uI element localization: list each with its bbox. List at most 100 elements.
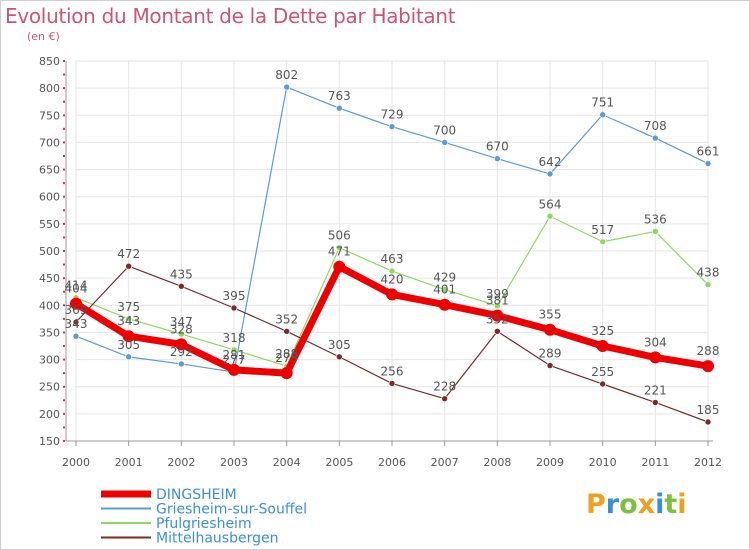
data-label-dingsheim: 281 bbox=[223, 348, 246, 362]
data-label-pfulgriesheim: 318 bbox=[223, 331, 246, 345]
data-label-griesheim-sur-souffel: 661 bbox=[697, 145, 720, 159]
data-point-griesheim-sur-souffel bbox=[283, 83, 290, 91]
data-point-dingsheim bbox=[386, 288, 398, 301]
axis-layer: 150 200 250 300 350 400 450 500 550 600 650 700 750 8… bbox=[39, 55, 722, 469]
data-point-mittelhausbergen bbox=[441, 395, 448, 402]
data-label-griesheim-sur-souffel: 670 bbox=[486, 140, 509, 154]
data-label-griesheim-sur-souffel: 751 bbox=[591, 96, 614, 110]
x-tick-label: 2002 bbox=[167, 456, 195, 469]
data-point-griesheim-sur-souffel bbox=[125, 353, 132, 361]
y-minor-tick bbox=[63, 317, 65, 320]
logo-letter: i bbox=[677, 489, 687, 520]
y-tick-label: 400 bbox=[39, 299, 60, 312]
data-label-mittelhausbergen: 255 bbox=[591, 365, 614, 379]
data-label-griesheim-sur-souffel: 305 bbox=[117, 338, 140, 352]
y-minor-tick bbox=[63, 385, 65, 388]
data-label-griesheim-sur-souffel: 708 bbox=[644, 119, 667, 133]
y-minor-tick bbox=[63, 222, 65, 225]
data-label-pfulgriesheim: 517 bbox=[591, 223, 614, 237]
data-label-mittelhausbergen: 256 bbox=[381, 364, 404, 378]
y-minor-tick bbox=[63, 236, 65, 239]
data-label-griesheim-sur-souffel: 763 bbox=[328, 89, 351, 103]
data-label-griesheim-sur-souffel: 700 bbox=[433, 123, 456, 137]
data-label-griesheim-sur-souffel: 277 bbox=[223, 353, 246, 367]
y-minor-tick bbox=[63, 141, 65, 144]
data-point-mittelhausbergen bbox=[336, 353, 343, 361]
data-point-mittelhausbergen bbox=[704, 418, 712, 426]
data-label-pfulgriesheim: 463 bbox=[381, 252, 404, 266]
data-point-griesheim-sur-souffel bbox=[336, 104, 343, 112]
data-point-dingsheim bbox=[280, 367, 293, 380]
logo-letter: i bbox=[655, 489, 665, 520]
legend: DINGSHEIMGriesheim-sur-SouffelPfulgriesh… bbox=[101, 487, 307, 547]
x-tick-label: 2003 bbox=[220, 456, 248, 469]
grid-layer bbox=[75, 60, 709, 442]
y-minor-tick bbox=[63, 290, 65, 293]
y-tick-label: 850 bbox=[39, 55, 60, 68]
data-label-mittelhausbergen: 185 bbox=[697, 403, 720, 417]
y-minor-tick bbox=[63, 114, 65, 117]
data-point-dingsheim bbox=[649, 351, 662, 364]
value-label-layer: 343 305 292 277 802 763 729 700 670 642 751 708 661 4… bbox=[65, 68, 720, 417]
x-tick-label: 2000 bbox=[62, 456, 90, 469]
data-label-pfulgriesheim: 438 bbox=[697, 266, 720, 280]
logo-letter: P bbox=[586, 489, 606, 520]
data-label-dingsheim: 325 bbox=[591, 324, 614, 338]
data-point-dingsheim bbox=[70, 297, 82, 310]
data-point-griesheim-sur-souffel bbox=[178, 360, 185, 368]
y-minor-tick bbox=[63, 358, 65, 361]
data-point-mittelhausbergen bbox=[72, 318, 80, 326]
data-point-pfulgriesheim bbox=[336, 244, 343, 252]
y-minor-tick bbox=[63, 345, 65, 347]
data-point-pfulgriesheim bbox=[652, 228, 659, 235]
data-label-mittelhausbergen: 369 bbox=[65, 303, 88, 317]
y-minor-tick bbox=[63, 399, 65, 402]
data-point-dingsheim bbox=[175, 338, 188, 351]
data-label-mittelhausbergen: 352 bbox=[275, 312, 298, 326]
data-label-mittelhausbergen: 472 bbox=[117, 247, 140, 261]
y-minor-tick bbox=[63, 168, 65, 171]
chart-title: Evolution du Montant de la Dette par Hab… bbox=[5, 4, 456, 28]
y-tick-label: 550 bbox=[39, 218, 60, 231]
data-point-dingsheim bbox=[438, 298, 451, 311]
data-label-dingsheim: 404 bbox=[65, 282, 88, 296]
data-point-griesheim-sur-souffel bbox=[599, 111, 606, 119]
y-tick-label: 300 bbox=[39, 354, 60, 367]
data-point-mittelhausbergen bbox=[388, 380, 396, 387]
data-label-dingsheim: 288 bbox=[697, 344, 720, 358]
data-label-dingsheim: 343 bbox=[117, 314, 140, 328]
data-point-pfulgriesheim bbox=[599, 238, 606, 246]
data-point-dingsheim bbox=[122, 330, 135, 343]
x-tick-label: 2011 bbox=[641, 456, 669, 469]
x-tick-label: 2007 bbox=[431, 456, 459, 469]
data-point-pfulgriesheim bbox=[441, 286, 448, 293]
data-label-mittelhausbergen: 305 bbox=[328, 338, 351, 352]
data-label-dingsheim: 401 bbox=[433, 283, 456, 297]
data-point-mittelhausbergen bbox=[494, 328, 501, 335]
data-label-dingsheim: 275 bbox=[275, 351, 298, 365]
data-point-griesheim-sur-souffel bbox=[388, 123, 396, 130]
x-tick-label: 2006 bbox=[378, 456, 406, 469]
data-label-mittelhausbergen: 221 bbox=[644, 383, 667, 397]
data-point-dingsheim bbox=[544, 323, 556, 336]
y-tick-label: 200 bbox=[39, 408, 60, 421]
y-minor-tick bbox=[63, 426, 65, 429]
y-minor-tick bbox=[63, 209, 65, 212]
y-minor-tick bbox=[63, 182, 65, 185]
data-point-griesheim-sur-souffel bbox=[72, 332, 80, 340]
y-tick-label: 350 bbox=[39, 326, 60, 339]
data-label-pfulgriesheim: 564 bbox=[539, 197, 562, 211]
x-tick-label: 2012 bbox=[694, 456, 722, 469]
data-label-dingsheim: 328 bbox=[170, 322, 193, 336]
data-label-griesheim-sur-souffel: 642 bbox=[539, 155, 562, 169]
data-label-griesheim-sur-souffel: 802 bbox=[275, 68, 298, 82]
data-point-pfulgriesheim bbox=[178, 330, 185, 338]
y-minor-tick bbox=[63, 100, 65, 103]
data-label-mittelhausbergen: 289 bbox=[539, 347, 562, 361]
data-label-griesheim-sur-souffel: 292 bbox=[170, 345, 193, 359]
y-minor-tick bbox=[63, 412, 65, 415]
y-minor-tick bbox=[63, 195, 65, 198]
logo-letter: t bbox=[664, 489, 678, 520]
legend-label: Mittelhausbergen bbox=[156, 531, 278, 547]
